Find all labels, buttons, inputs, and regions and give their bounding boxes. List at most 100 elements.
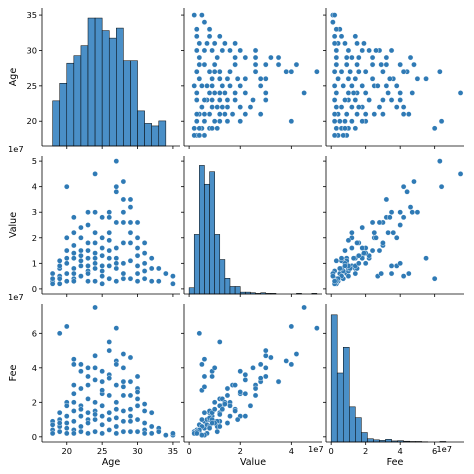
scatter-point: [359, 83, 366, 89]
scatter-point: [333, 90, 340, 96]
scatter-point: [407, 204, 414, 210]
scatter-point: [247, 402, 254, 409]
scatter-point: [113, 278, 120, 285]
scatter-point: [113, 183, 120, 190]
scatter-point: [234, 75, 241, 82]
x-tick-label: 2: [238, 446, 243, 456]
scatter-point: [113, 245, 120, 251]
scatter-point: [333, 26, 340, 33]
scatter-point: [99, 214, 105, 221]
scatter-point: [347, 68, 353, 75]
scatter-point: [71, 390, 77, 397]
scatter-point: [63, 413, 70, 419]
scatter-point: [397, 222, 403, 228]
hist-bar: [385, 439, 392, 443]
hist-bar: [349, 406, 356, 443]
scatter-point: [106, 214, 113, 221]
scatter-point: [56, 330, 63, 337]
scatter-point: [216, 339, 223, 345]
scatter-point: [262, 75, 269, 82]
scatter-point: [201, 409, 208, 416]
scatter-point: [163, 432, 169, 438]
scatter-point: [196, 132, 203, 139]
scatter-point: [237, 47, 244, 54]
scatter-point: [336, 265, 343, 272]
scatter-point: [242, 54, 249, 61]
scatter-point: [106, 275, 113, 282]
scatter-point: [209, 104, 215, 110]
hist-bar: [108, 37, 117, 147]
scatter-point: [196, 75, 203, 82]
hist-bar: [343, 347, 350, 443]
scatter-point: [85, 255, 91, 262]
scatter-point: [388, 263, 395, 269]
scatter-point: [355, 68, 362, 75]
y-tick-label: 30: [26, 45, 37, 55]
scatter-point: [71, 430, 77, 437]
scatter-point: [56, 257, 63, 264]
scatter-point: [106, 237, 113, 244]
hist-bar: [151, 125, 160, 147]
scatter-point: [397, 61, 403, 68]
scatter-point: [214, 54, 221, 61]
scatter-point: [219, 47, 226, 54]
scatter-point: [350, 255, 357, 262]
scatter-point: [232, 382, 238, 388]
scatter-point: [141, 250, 148, 256]
scatter-point: [219, 83, 226, 89]
scatter-point: [71, 382, 77, 388]
scatter-point: [85, 247, 91, 254]
scatter-point: [355, 54, 362, 61]
scatter-point: [120, 275, 127, 282]
scatter-point: [369, 61, 376, 68]
scatter-point: [209, 125, 215, 132]
scatter-point: [63, 323, 70, 330]
scatter-point: [216, 75, 223, 82]
scatter-point: [113, 361, 120, 368]
scatter-point: [242, 390, 249, 397]
scatter-point: [78, 224, 84, 231]
scatter-point: [227, 68, 233, 75]
scatter-point: [113, 255, 120, 262]
x-tick-label: 4: [289, 446, 294, 456]
scatter-point: [141, 268, 148, 274]
scatter-point: [170, 430, 176, 437]
scatter-point: [134, 270, 141, 277]
scatter-point: [283, 358, 290, 364]
scatter-point: [99, 234, 105, 241]
scatter-point: [106, 255, 113, 262]
scatter-point: [338, 68, 345, 75]
scatter-point: [437, 68, 443, 75]
scatter-point: [331, 132, 338, 139]
scatter-point: [204, 83, 210, 89]
y-tick-label: 3: [32, 207, 37, 217]
scatter-point: [331, 111, 338, 117]
scatter-point: [127, 378, 134, 385]
scatter-point: [120, 392, 127, 399]
scatter-point: [354, 61, 360, 68]
scatter-point: [224, 392, 231, 399]
scatter-point: [193, 26, 200, 33]
scatter-point: [71, 418, 77, 425]
scatter-point: [170, 280, 176, 287]
y-tick-label: 6: [32, 328, 37, 338]
scatter-point: [242, 371, 249, 378]
scatter-point: [56, 428, 63, 435]
scatter-point: [49, 270, 56, 277]
scatter-point: [99, 402, 105, 409]
scatter-point: [148, 255, 155, 262]
scatter-point: [333, 47, 340, 54]
scatter-point: [127, 428, 134, 435]
scatter-point: [374, 83, 381, 89]
scatter-point: [242, 377, 249, 383]
scatter-point: [211, 406, 218, 413]
scatter-point: [71, 399, 77, 406]
scatter-point: [99, 430, 105, 437]
scatter-point: [85, 382, 91, 388]
scatter-point: [155, 265, 162, 272]
scatter-point: [275, 61, 282, 68]
scatter-point: [331, 97, 338, 103]
scatter-point: [345, 237, 352, 244]
scatter-point: [355, 252, 362, 259]
hist-bar: [73, 55, 82, 147]
